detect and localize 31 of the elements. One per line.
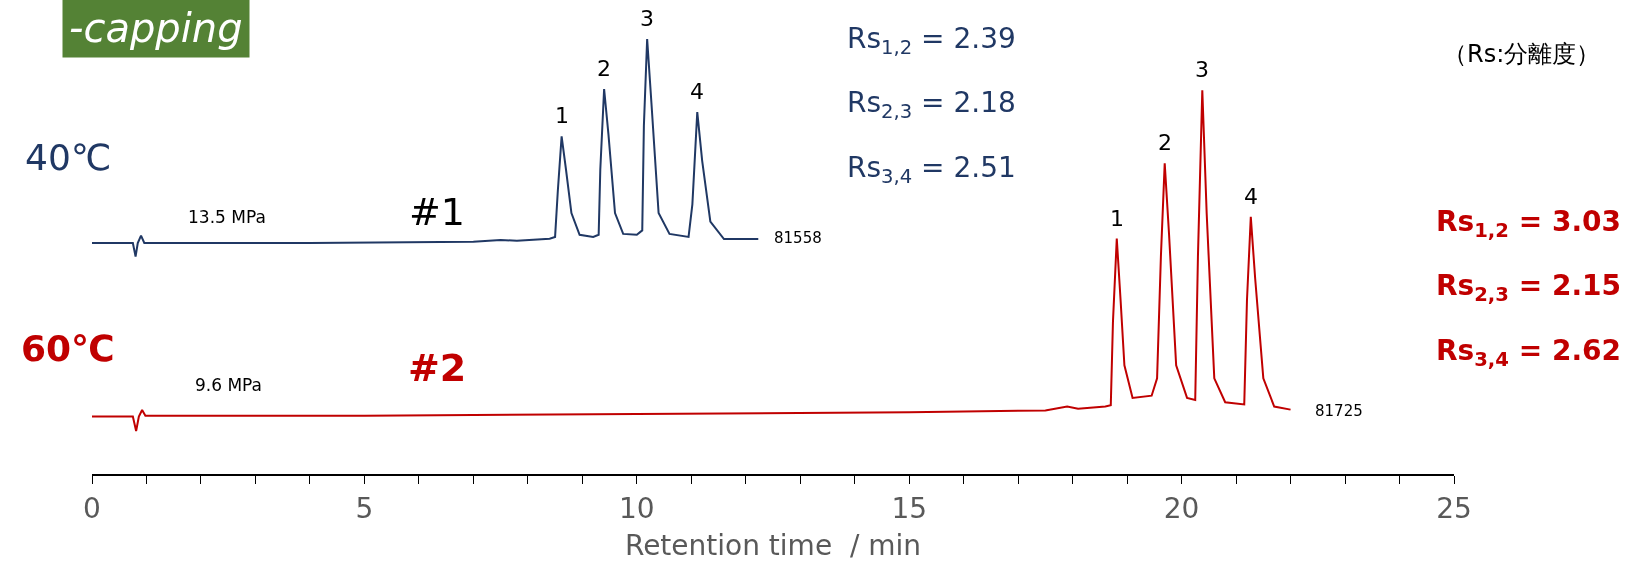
annotation: Rs$_{2,3}$ = 2.18 — [847, 86, 1016, 123]
annotation: Rs$_{1,2}$ = 3.03 — [1436, 205, 1621, 242]
x-tick-label: 25 — [1436, 491, 1472, 525]
annotation: （Rs:分離度） — [1443, 40, 1601, 68]
annotation: 2 — [1158, 130, 1172, 155]
annotation: 1 — [1110, 206, 1124, 231]
x-axis-title: Retention time / min — [624, 529, 922, 563]
x-tick-label: 0 — [83, 491, 101, 525]
series-label: 60℃ — [21, 328, 115, 369]
annotation: 2 — [597, 56, 611, 81]
annotation: Rs$_{3,4}$ = 2.51 — [847, 151, 1016, 188]
annotation: #2 — [408, 346, 467, 390]
annotation: Rs$_{1,2}$ = 2.39 — [847, 22, 1016, 59]
series-label: 40℃ — [25, 137, 112, 178]
annotation: 81558 — [774, 229, 822, 247]
x-tick-label: 10 — [618, 491, 655, 525]
x-tick-label: 15 — [891, 491, 928, 525]
x-tick-label: 20 — [1163, 491, 1200, 525]
annotation: 4 — [1244, 184, 1258, 209]
annotation: 13.5 MPa — [188, 207, 266, 227]
annotation: Rs$_{3,4}$ = 2.62 — [1436, 334, 1621, 371]
annotation: 81725 — [1315, 402, 1363, 420]
annotation: 3 — [1195, 57, 1209, 82]
annotation: 1 — [555, 103, 569, 128]
annotation: 9.6 MPa — [195, 375, 263, 395]
x-tick-label: 5 — [355, 491, 374, 525]
annotation: -capping — [69, 5, 243, 51]
annotation: 4 — [690, 79, 704, 104]
annotation: Rs$_{2,3}$ = 2.15 — [1436, 269, 1621, 306]
annotation: 3 — [640, 6, 654, 31]
annotation: #1 — [409, 190, 466, 234]
